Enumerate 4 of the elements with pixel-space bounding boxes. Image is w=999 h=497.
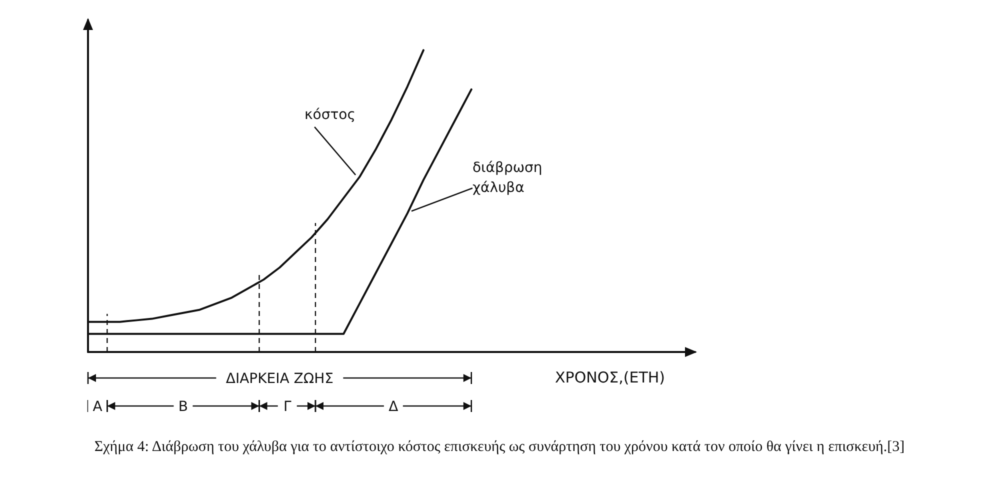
text: κόστος (304, 106, 356, 123)
text: διάβρωση χάλυβα (472, 160, 542, 196)
text: Σχήμα 4: Διάβρωση του χάλυβα για το αντίστοιχο κόστος επισκευής ως συνάρτηση του χρόνου κατά τον οποίο θα γίνει η επισκευή.[3] (93, 438, 906, 457)
x-axis-title: ΧΡΟΝΟΣ,(ΕΤΗ) (555, 368, 666, 386)
